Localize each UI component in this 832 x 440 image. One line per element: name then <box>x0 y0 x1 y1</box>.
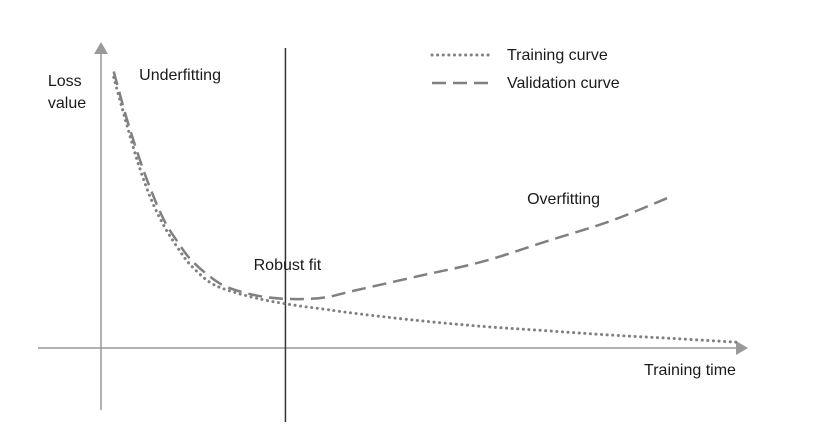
validation-curve-line <box>112 71 668 301</box>
y-axis-label-line-2: value <box>48 95 86 112</box>
legend-validation-label: Validation curve <box>507 75 620 92</box>
annotation-robust-fit: Robust fit <box>254 257 322 274</box>
annotation-underfitting: Underfitting <box>139 67 221 84</box>
x-axis-arrow-icon <box>736 341 748 355</box>
training-curve-line <box>112 75 739 344</box>
x-axis-label: Training time <box>644 362 736 379</box>
y-axis-arrow-icon <box>94 42 108 54</box>
annotation-overfitting: Overfitting <box>527 191 600 208</box>
legend-training-label: Training curve <box>507 47 608 64</box>
legend: Training curve Validation curve <box>430 47 620 92</box>
y-axis-label: Loss value <box>48 73 86 112</box>
y-axis-label-line-1: Loss <box>48 73 82 90</box>
